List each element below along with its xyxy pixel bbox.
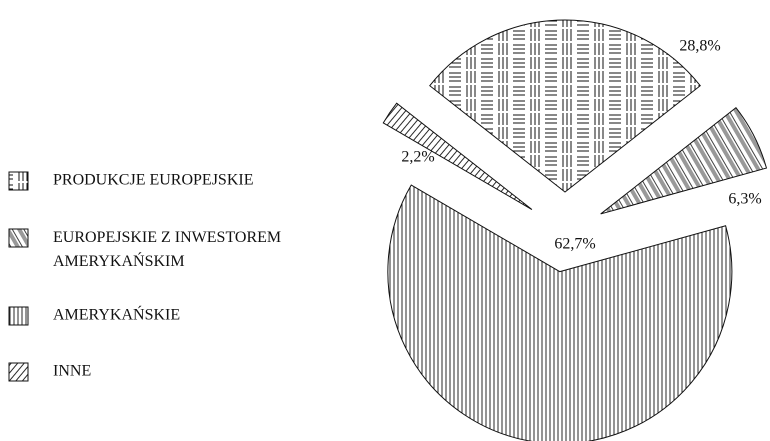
pie-slice — [387, 184, 733, 441]
legend-swatch — [8, 228, 29, 248]
pie-slice — [382, 102, 533, 210]
legend-item: EUROPEJSKIE Z INWESTOREM AMERYKAŃSKIM — [8, 228, 281, 270]
legend-item: AMERYKAŃSKIE — [8, 305, 180, 326]
legend-item: PRODUKCJE EUROPEJSKIE — [8, 171, 253, 191]
slice-label: 6,3% — [728, 191, 761, 208]
legend-label: EUROPEJSKIE Z INWESTOREM AMERYKAŃSKIM — [53, 229, 281, 270]
legend-label: AMERYKAŃSKIE — [53, 305, 180, 324]
legend-item: INNE — [8, 362, 91, 382]
pie-slice — [600, 106, 768, 215]
legend-label: PRODUKCJE EUROPEJSKIE — [53, 172, 253, 189]
legend-swatch — [8, 362, 29, 382]
legend-swatch — [8, 171, 29, 191]
slice-label: 2,2% — [401, 149, 434, 166]
legend-label: INNE — [53, 363, 91, 380]
slice-label: 62,7% — [554, 236, 595, 253]
pie-slice — [429, 19, 701, 193]
legend-swatch — [8, 306, 29, 326]
slice-label: 28,8% — [679, 38, 720, 55]
